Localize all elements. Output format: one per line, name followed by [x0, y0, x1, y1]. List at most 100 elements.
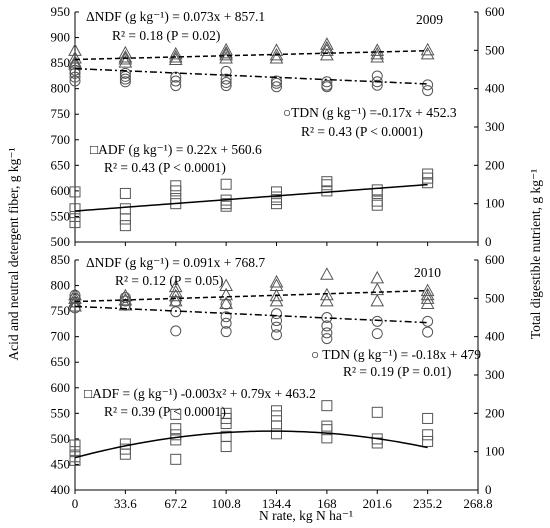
adf-point	[371, 184, 383, 196]
panel-2009: 500 550 600 650 700 750 800 850 900 950 0 100 200 300…	[51, 4, 505, 249]
tdn-point	[271, 329, 282, 341]
adf-point	[69, 186, 81, 198]
tdn-point	[170, 75, 182, 87]
right-tick-label: 400	[485, 81, 505, 96]
ndf-point	[68, 298, 82, 312]
tdn-point	[422, 79, 434, 91]
tdn-eq-annotation: ○TDN (g kg⁻¹) =-0.17x + 452.3	[283, 105, 457, 120]
x-tick-label: 134.4	[262, 496, 292, 511]
ndf-eq-annotation: ΔNDF (g kg⁻¹) = 0.091x + 768.7	[86, 255, 265, 270]
right-tick-label: 400	[485, 329, 505, 344]
ndf-point	[219, 47, 233, 61]
adf-point	[119, 220, 131, 232]
tdn-point	[422, 326, 434, 338]
tdn-point	[220, 65, 232, 77]
adf-point	[170, 453, 182, 465]
right-tick-label: 0	[485, 482, 492, 497]
tdn-point	[170, 325, 182, 337]
adf-point	[271, 420, 282, 432]
right-y-axis-label: Total digestible nutrient, g kg⁻¹	[528, 169, 543, 339]
tdn-point	[321, 320, 333, 332]
tdn-point	[271, 321, 282, 333]
tdn-point	[69, 71, 81, 83]
adf-point	[69, 217, 81, 229]
ndf-point	[370, 49, 385, 63]
adf-point	[220, 441, 232, 453]
tdn-point	[422, 315, 434, 327]
adf-point	[321, 400, 333, 412]
adf-point	[119, 203, 131, 215]
ndf-point	[118, 292, 133, 306]
ndf-point	[320, 267, 334, 280]
ndf-point	[370, 270, 385, 284]
ndf-point	[420, 42, 435, 56]
left-tick-label: 850	[51, 55, 71, 70]
ndf-point	[168, 46, 183, 60]
left-tick-label: 500	[51, 431, 71, 446]
tdn-point	[69, 64, 81, 76]
panel-2010: 400 450 500 550 600 650 700 750 800 850 0 100 200 300…	[51, 252, 505, 511]
adf-point	[371, 406, 383, 418]
tdn-point	[220, 77, 232, 89]
adf-point	[422, 412, 434, 424]
tdn-point	[371, 70, 383, 82]
adf-point	[371, 195, 383, 207]
adf-point	[170, 423, 182, 435]
right-tick-label: 500	[485, 290, 505, 305]
left-tick-label: 400	[51, 482, 71, 497]
adf-point	[271, 428, 282, 440]
left-tick-label: 700	[51, 132, 71, 147]
right-tick-label: 600	[485, 4, 505, 19]
adf-point	[422, 429, 434, 441]
adf-r2-annotation: R² = 0.39 (P < 0.0001)	[104, 404, 226, 419]
ndf-point	[118, 51, 133, 65]
ndf-point	[68, 50, 82, 64]
tdn-point	[119, 76, 131, 88]
adf-point	[220, 200, 232, 212]
ndf-point	[68, 55, 82, 68]
adf-point	[321, 420, 333, 432]
adf-point	[321, 185, 333, 197]
adf-point	[69, 203, 81, 215]
ndf-point	[168, 279, 183, 293]
adf-point	[321, 179, 333, 191]
ndf-point	[219, 42, 233, 56]
right-tick-label: 0	[485, 234, 492, 249]
adf-fit-line	[74, 430, 428, 459]
right-tick-label: 100	[485, 444, 505, 459]
left-tick-label: 900	[51, 30, 71, 45]
adf-point	[371, 187, 383, 199]
ndf-point	[420, 46, 435, 60]
tdn-eq-annotation: ○ TDN (g kg⁻¹) = -0.18x + 479	[311, 347, 481, 362]
tdn-point	[170, 80, 182, 92]
x-tick-label: 0	[72, 496, 79, 511]
tdn-point	[69, 67, 81, 79]
tdn-point	[119, 295, 131, 307]
tdn-point	[69, 289, 81, 301]
x-tick-label: 33.6	[114, 496, 137, 511]
year-label: 2009	[416, 12, 443, 27]
tdn-point	[170, 71, 182, 83]
adf-point	[422, 435, 434, 447]
ndf-point	[320, 43, 334, 56]
right-tick-label: 100	[485, 196, 505, 211]
x-tick-label: 67.2	[164, 496, 187, 511]
tdn-point	[220, 73, 232, 85]
left-tick-label: 550	[51, 405, 71, 420]
ndf-point	[168, 293, 183, 307]
adf-point	[69, 454, 81, 466]
left-tick-label: 750	[51, 106, 71, 121]
ndf-point	[168, 288, 183, 302]
ndf-point	[420, 291, 435, 304]
ndf-point	[118, 55, 133, 68]
adf-point	[119, 213, 131, 225]
left-tick-label: 450	[51, 456, 71, 471]
tdn-point	[220, 317, 232, 329]
ndf-point	[370, 46, 385, 60]
ndf-point	[269, 293, 284, 307]
tdn-point	[69, 302, 81, 314]
tdn-point	[220, 80, 232, 92]
left-tick-label: 950	[51, 4, 71, 19]
ndf-point	[118, 49, 133, 63]
right-tick-label: 600	[485, 252, 505, 267]
